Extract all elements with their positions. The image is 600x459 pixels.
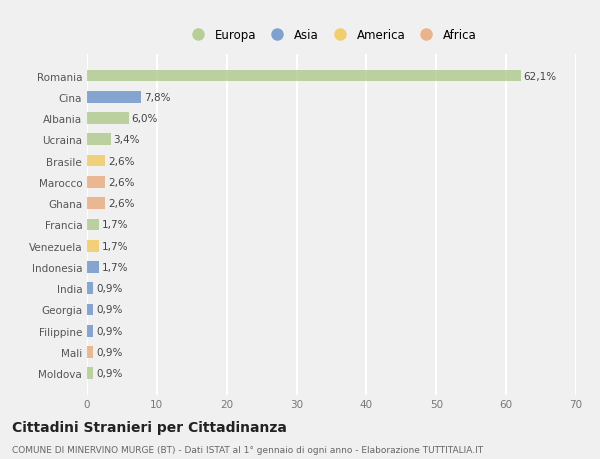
Bar <box>87 156 105 167</box>
Bar <box>87 304 93 316</box>
Text: COMUNE DI MINERVINO MURGE (BT) - Dati ISTAT al 1° gennaio di ogni anno - Elabora: COMUNE DI MINERVINO MURGE (BT) - Dati IS… <box>12 445 483 454</box>
Text: 6,0%: 6,0% <box>132 114 158 124</box>
Bar <box>87 92 142 103</box>
Text: Cittadini Stranieri per Cittadinanza: Cittadini Stranieri per Cittadinanza <box>12 420 287 434</box>
Legend: Europa, Asia, America, Africa: Europa, Asia, America, Africa <box>184 27 479 45</box>
Text: 2,6%: 2,6% <box>108 178 134 187</box>
Text: 1,7%: 1,7% <box>101 241 128 251</box>
Text: 62,1%: 62,1% <box>524 71 557 81</box>
Text: 1,7%: 1,7% <box>101 220 128 230</box>
Text: 7,8%: 7,8% <box>144 93 171 102</box>
Bar <box>87 134 111 146</box>
Bar <box>87 347 93 358</box>
Text: 0,9%: 0,9% <box>96 369 122 379</box>
Bar <box>87 325 93 337</box>
Bar <box>87 283 93 294</box>
Bar <box>87 368 93 379</box>
Text: 2,6%: 2,6% <box>108 156 134 166</box>
Text: 0,9%: 0,9% <box>96 284 122 294</box>
Text: 0,9%: 0,9% <box>96 305 122 315</box>
Text: 0,9%: 0,9% <box>96 326 122 336</box>
Bar <box>87 262 99 273</box>
Bar <box>87 177 105 188</box>
Bar <box>87 113 129 125</box>
Text: 1,7%: 1,7% <box>101 263 128 272</box>
Text: 0,9%: 0,9% <box>96 347 122 357</box>
Text: 3,4%: 3,4% <box>113 135 140 145</box>
Bar <box>87 241 99 252</box>
Bar <box>87 71 521 82</box>
Bar <box>87 198 105 209</box>
Bar <box>87 219 99 231</box>
Text: 2,6%: 2,6% <box>108 199 134 209</box>
